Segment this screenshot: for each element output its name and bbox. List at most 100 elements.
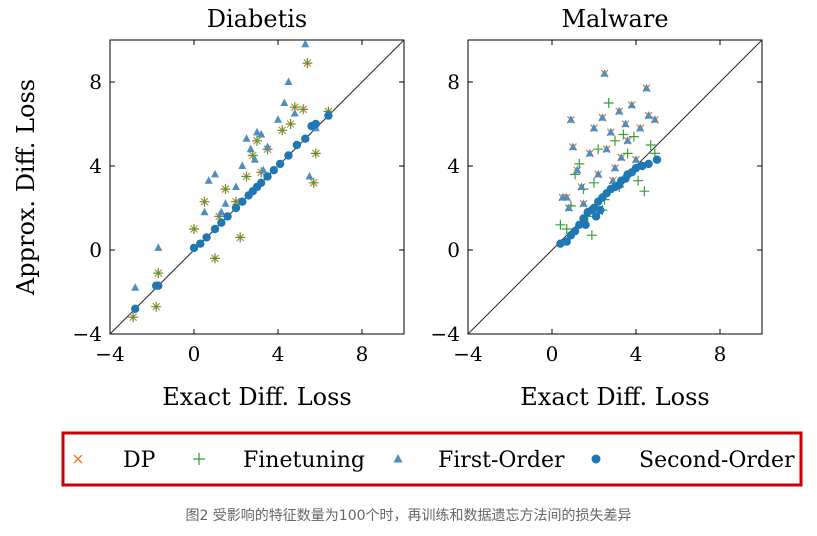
x-axis-label: Exact Diff. Loss xyxy=(162,383,351,411)
second-order-point xyxy=(591,212,601,221)
first-order-point xyxy=(301,40,310,48)
x-axis-label: Exact Diff. Loss xyxy=(520,383,709,411)
first-order-point xyxy=(602,144,611,153)
second-order-point xyxy=(257,178,266,187)
plot-marks xyxy=(468,40,762,334)
first-order-point xyxy=(632,155,640,163)
finetuning-point xyxy=(298,104,309,115)
first-order-point xyxy=(627,100,636,109)
x-tick-label: 8 xyxy=(714,342,727,366)
first-order-point xyxy=(246,144,255,153)
y-tick-label: 4 xyxy=(89,154,102,178)
finetuning-point xyxy=(220,184,231,195)
legend-item-first-order: First-Order xyxy=(393,448,565,473)
second-order-point xyxy=(202,233,211,242)
finetuning-point xyxy=(645,140,656,150)
first-order-point xyxy=(569,142,577,151)
first-order-point xyxy=(636,123,645,132)
finetuning-point xyxy=(586,230,597,241)
plot-frame xyxy=(467,39,763,335)
first-order-point xyxy=(606,127,615,136)
first-order-point xyxy=(598,113,607,121)
y-tick-label: 0 xyxy=(447,238,460,262)
second-order-point xyxy=(269,166,278,175)
x-tick-label: 4 xyxy=(630,342,643,366)
finetuning-point xyxy=(151,301,162,312)
first-order-point xyxy=(204,176,213,184)
y-tick-label: −4 xyxy=(73,322,102,346)
plot-area: −4 0 4 8 −4 0 4 8 xyxy=(73,39,405,366)
first-order-point xyxy=(274,115,282,123)
finetuning-point xyxy=(308,177,319,188)
second-order-point xyxy=(562,237,571,246)
first-order-point xyxy=(650,115,659,123)
first-order-point xyxy=(564,203,573,211)
finetuning-point xyxy=(561,224,572,234)
y-axis-label: Approx. Diff. Loss xyxy=(12,79,40,296)
finetuning-point xyxy=(277,125,288,136)
finetuning-point xyxy=(285,119,296,129)
first-order-point xyxy=(257,130,266,138)
first-order-point xyxy=(250,155,259,163)
finetuning-point xyxy=(633,175,644,186)
second-order-point xyxy=(263,172,272,181)
finetuning-point xyxy=(603,98,614,108)
y-tick-label: 0 xyxy=(89,238,102,262)
chart-title: Malware xyxy=(561,5,668,33)
finetuning-point xyxy=(622,148,633,159)
legend-label: DP xyxy=(123,448,156,473)
legend-label: First-Order xyxy=(438,448,565,473)
x-tick-label: −4 xyxy=(95,342,124,366)
finetuning-point xyxy=(128,312,139,323)
first-order-point xyxy=(280,98,289,106)
second-order-point xyxy=(275,159,285,169)
finetuning-point xyxy=(153,268,164,279)
first-order-point xyxy=(590,123,598,132)
y-tick-label: 4 xyxy=(447,154,460,178)
finetuning-point xyxy=(235,232,246,243)
second-order-point xyxy=(556,239,565,248)
first-order-point xyxy=(617,153,626,161)
first-order-point xyxy=(284,77,293,85)
first-order-point xyxy=(154,243,163,251)
first-order-point xyxy=(242,134,251,142)
y-tick-label: 8 xyxy=(89,70,102,94)
second-order-point xyxy=(301,134,310,143)
first-order-point xyxy=(562,193,571,201)
finetuning-point xyxy=(628,131,639,142)
legend-label: Second-Order xyxy=(639,448,795,473)
first-order-point xyxy=(259,165,268,174)
first-order-point xyxy=(615,106,624,115)
finetuning-point xyxy=(589,177,599,188)
finetuning-point xyxy=(252,135,262,146)
y-tick-label: 8 xyxy=(447,70,460,94)
second-order-point xyxy=(231,203,241,213)
second-order-point xyxy=(631,163,641,173)
x-mark-icon xyxy=(73,454,83,464)
triangle-mark-icon xyxy=(393,454,403,463)
first-order-point xyxy=(573,165,582,174)
second-order-point xyxy=(581,220,590,229)
second-order-point xyxy=(292,140,302,150)
first-order-point xyxy=(642,83,651,92)
first-order-point xyxy=(594,169,603,178)
finetuning-point xyxy=(639,186,650,197)
first-order-point xyxy=(238,161,247,169)
finetuning-point xyxy=(610,135,620,146)
second-order-point xyxy=(238,197,247,206)
legend-border xyxy=(61,431,803,487)
second-order-point xyxy=(196,239,205,248)
dot-mark-icon xyxy=(591,454,601,464)
first-order-point xyxy=(577,182,586,190)
second-order-point xyxy=(131,304,140,313)
legend: DP Finetuning First-Order Second-Order xyxy=(61,431,803,487)
second-order-point xyxy=(223,212,232,221)
x-tick-label: 4 xyxy=(272,342,285,366)
first-order-point xyxy=(232,182,240,190)
finetuning-point xyxy=(189,224,199,234)
second-order-point xyxy=(644,159,653,169)
first-order-point xyxy=(621,119,630,127)
first-order-point xyxy=(644,111,653,119)
first-order-point xyxy=(585,148,594,157)
first-order-point xyxy=(608,176,617,184)
